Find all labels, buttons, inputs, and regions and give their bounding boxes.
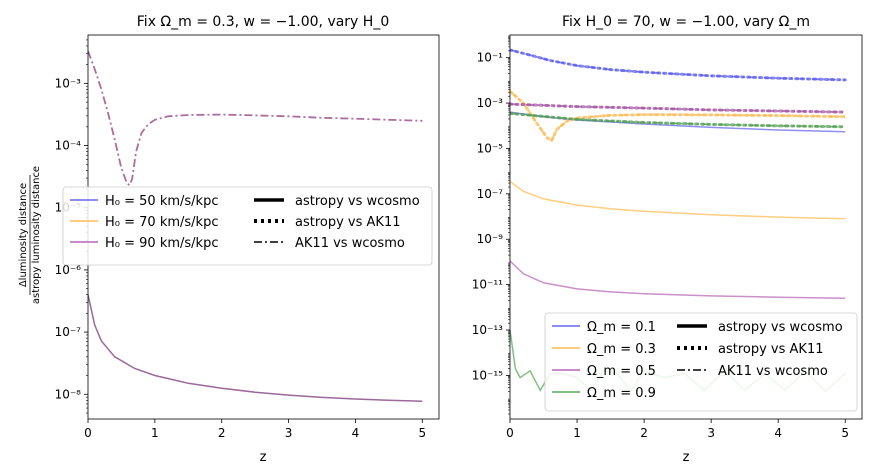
right-y-tick-label: 10⁻⁷ <box>477 187 504 201</box>
left-x-tick: 4 <box>352 419 360 440</box>
left-y-tick: 10⁻⁴ <box>55 139 88 153</box>
right-legend-style-label: astropy vs wcosmo <box>718 320 843 335</box>
y-label-denominator: astropy luminosity distance <box>31 166 42 304</box>
right-y-tick-label: 10⁻⁵ <box>477 141 504 155</box>
right-plot-title: Fix H_0 = 70, w = −1.00, vary Ω_m <box>562 14 810 30</box>
right-x-tick: 5 <box>841 419 849 440</box>
right-y-tick-label: 10⁻³ <box>477 96 504 110</box>
right-legend: Ω_m = 0.1 Ω_m = 0.3 Ω_m = 0.5 Ω_m = 0.9 astr… <box>544 312 858 412</box>
left-x-tick-label: 5 <box>418 426 426 440</box>
left-y-tick-label: 10⁻⁸ <box>55 387 82 401</box>
left-series-line-1 <box>88 50 423 187</box>
right-legend-label: Ω_m = 0.5 <box>587 364 656 379</box>
right-x-tick: 1 <box>573 419 581 440</box>
right-legend-label: Ω_m = 0.9 <box>587 386 656 401</box>
right-legend-frame <box>544 312 858 412</box>
right-legend-label: Ω_m = 0.3 <box>587 342 656 357</box>
left-x-tick: 3 <box>285 419 293 440</box>
left-y-tick: 10⁻³ <box>55 76 88 90</box>
right-x-tick: 4 <box>774 419 782 440</box>
right-y-tick: 10⁻⁵ <box>477 141 510 155</box>
right-y-tick-label: 10⁻¹ <box>477 51 504 65</box>
left-y-tick-label: 10⁻⁶ <box>55 263 82 277</box>
right-y-tick: 10⁻⁹ <box>477 232 510 246</box>
left-x-tick: 0 <box>84 419 92 440</box>
left-x-tick: 2 <box>218 419 226 440</box>
right-y-tick: 10⁻¹ <box>477 51 510 65</box>
left-series-group <box>88 50 423 403</box>
right-y-tick-label: 10⁻¹³ <box>472 323 503 337</box>
right-x-axis-label: z <box>683 450 690 465</box>
left-legend: H₀ = 50 km/s/kpc H₀ = 70 km/s/kpc H₀ = 90 … <box>62 186 433 266</box>
left-x-tick: 1 <box>151 419 159 440</box>
right-legend-style-label: AK11 vs wcosmo <box>718 364 828 379</box>
right-legend-style-label: astropy vs AK11 <box>718 342 824 357</box>
left-y-tick-label: 10⁻³ <box>55 76 82 90</box>
right-series-line-5 <box>510 90 846 143</box>
left-x-tick: 5 <box>418 419 426 440</box>
left-y-tick: 10⁻⁶ <box>55 263 88 277</box>
right-axes-frame <box>509 34 863 420</box>
left-y-tick-label: 10⁻⁴ <box>55 139 82 153</box>
right-x-tick-label: 3 <box>707 426 715 440</box>
right-x-tick: 0 <box>506 419 514 440</box>
right-series-line-4 <box>510 89 847 143</box>
right-y-tick: 10⁻³ <box>477 96 510 110</box>
left-legend-style-label: astropy vs AK11 <box>295 215 401 230</box>
right-x-tick-label: 4 <box>774 426 782 440</box>
right-plot-panel: 0 1 2 3 4 5 10⁻¹⁵ 10⁻¹³ 10⁻¹¹ 10⁻⁹ 10⁻⁷ 10⁻⁵ 10⁻³ 10⁻… <box>472 34 863 440</box>
left-series-line-0 <box>88 294 423 403</box>
left-legend-label: H₀ = 70 km/s/kpc <box>105 215 218 230</box>
left-x-tick-label: 2 <box>218 426 226 440</box>
right-y-tick: 10⁻⁷ <box>477 187 510 201</box>
left-legend-frame <box>62 186 433 266</box>
right-y-tick: 10⁻¹¹ <box>472 278 510 292</box>
left-x-tick-label: 0 <box>84 426 92 440</box>
right-legend-label: Ω_m = 0.1 <box>587 320 656 335</box>
left-plot-title: Fix Ω_m = 0.3, w = −1.00, vary H_0 <box>137 14 389 30</box>
left-legend-style-label: astropy vs wcosmo <box>295 194 420 209</box>
right-y-tick-label: 10⁻⁹ <box>477 232 504 246</box>
right-series-line-2 <box>510 49 846 81</box>
left-legend-label: H₀ = 50 km/s/kpc <box>105 194 218 209</box>
left-y-axis-label: Δluminosity distance astropy luminosity … <box>18 166 42 304</box>
left-legend-label: H₀ = 90 km/s/kpc <box>105 236 218 251</box>
right-x-tick-label: 5 <box>841 426 849 440</box>
left-y-tick: 10⁻⁸ <box>55 387 88 401</box>
left-x-axis-label: z <box>260 450 267 465</box>
right-x-tick: 3 <box>707 419 715 440</box>
right-y-tick: 10⁻¹³ <box>472 323 510 337</box>
right-y-tick-label: 10⁻¹¹ <box>472 278 503 292</box>
y-label-numerator: Δluminosity distance <box>18 183 29 287</box>
right-y-tick-label: 10⁻¹⁵ <box>472 368 503 382</box>
right-x-tick: 2 <box>640 419 648 440</box>
left-x-tick-label: 1 <box>151 426 159 440</box>
left-legend-style-label: AK11 vs wcosmo <box>295 236 405 251</box>
left-x-tick-label: 4 <box>352 426 360 440</box>
right-series-line-10 <box>510 112 846 128</box>
right-x-tick-label: 2 <box>640 426 648 440</box>
right-series-line-1 <box>510 48 847 82</box>
right-series-line-6 <box>510 260 846 300</box>
right-x-tick-label: 1 <box>573 426 581 440</box>
right-x-tick-label: 0 <box>506 426 514 440</box>
right-series-line-8 <box>510 103 846 113</box>
left-y-tick-label: 10⁻⁷ <box>55 325 82 339</box>
right-series-line-3 <box>510 180 846 220</box>
left-x-tick-label: 3 <box>285 426 293 440</box>
right-y-tick: 10⁻¹⁵ <box>472 368 510 382</box>
left-y-tick: 10⁻⁷ <box>55 325 88 339</box>
